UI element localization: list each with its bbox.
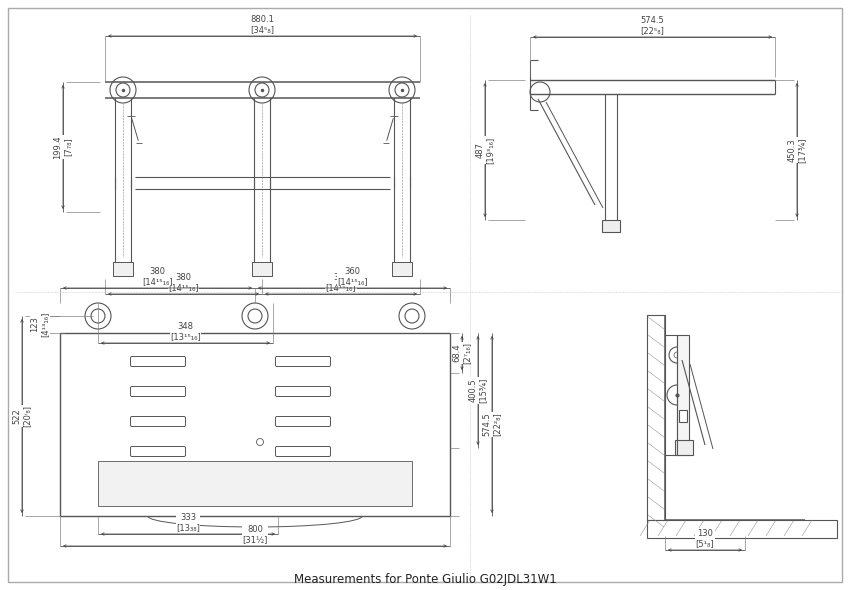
Bar (392, 262, 412, 276)
Text: Measurements for Ponte Giulio G02JDL31W1: Measurements for Ponte Giulio G02JDL31W1 (293, 573, 557, 586)
FancyBboxPatch shape (131, 386, 185, 396)
Text: 487
[19³₁₆]: 487 [19³₁₆] (475, 136, 495, 163)
FancyBboxPatch shape (131, 356, 185, 366)
Text: 574.5
[22⁵₈]: 574.5 [22⁵₈] (641, 15, 665, 35)
Text: 400.5
[15¾]: 400.5 [15¾] (468, 378, 488, 403)
Text: 130
[5¹₈]: 130 [5¹₈] (695, 529, 714, 548)
FancyBboxPatch shape (131, 447, 185, 457)
Text: 800
[31½]: 800 [31½] (242, 525, 268, 544)
Text: 68.4
[2⁷₁₆]: 68.4 [2⁷₁₆] (452, 342, 472, 364)
FancyBboxPatch shape (275, 447, 331, 457)
Bar (679, 410, 687, 422)
FancyBboxPatch shape (131, 417, 185, 427)
Text: 880.1
[34⁵₈]: 880.1 [34⁵₈] (251, 15, 275, 34)
Bar (677, 335, 689, 455)
Text: 199.4
[7₇₈]: 199.4 [7₇₈] (54, 135, 73, 159)
Text: 380
[14¹⁵₁₆]: 380 [14¹⁵₁₆] (168, 273, 199, 292)
Text: 123
[4¹³₁₆]: 123 [4¹³₁₆] (31, 312, 49, 337)
Text: 522
[20ⁱ₈]: 522 [20ⁱ₈] (12, 405, 31, 427)
Text: 380
[14¹⁵₁₆]: 380 [14¹⁵₁₆] (142, 267, 173, 286)
Text: 574.5
[22²₈]: 574.5 [22²₈] (482, 412, 501, 437)
Text: 450.3
[17¾]: 450.3 [17¾] (787, 137, 807, 163)
FancyBboxPatch shape (275, 417, 331, 427)
Text: 360
[14¹⁵₁₆]: 360 [14¹⁵₁₆] (337, 267, 368, 286)
Text: 360
[14¹⁵₁₆]: 360 [14¹⁵₁₆] (326, 273, 356, 292)
FancyBboxPatch shape (275, 386, 331, 396)
Bar (98, 461, 412, 506)
Text: 333
[13₃₈]: 333 [13₃₈] (176, 513, 200, 532)
Bar (113, 262, 133, 276)
Bar (252, 262, 272, 276)
Bar (647, 315, 665, 520)
FancyBboxPatch shape (212, 484, 298, 494)
Text: 348
[13¹⁵₁₆]: 348 [13¹⁵₁₆] (170, 322, 201, 341)
Bar (602, 220, 620, 232)
Bar (675, 440, 693, 455)
FancyBboxPatch shape (275, 356, 331, 366)
Bar (647, 520, 837, 538)
